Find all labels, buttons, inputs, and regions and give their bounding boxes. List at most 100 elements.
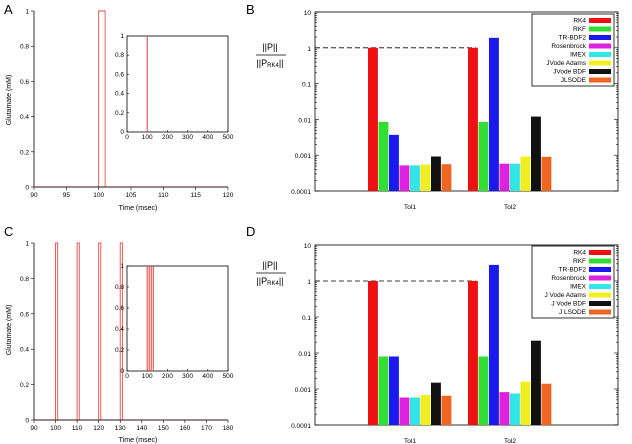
panel-c-ylabel: Glutamate (mM) (6, 305, 13, 356)
panel-d-bar-tol2-1 (478, 356, 489, 425)
panel-d-x-tick-label: Tol2 (504, 438, 516, 444)
panel-b-ylabel-numerator: ||P|| (262, 42, 277, 52)
panel-a-inset-x-tick-label: 400 (202, 134, 213, 141)
panel-d-y-tick-label: 0.01 (298, 351, 311, 358)
panel-d-bar-tol1-2 (389, 356, 399, 425)
panel-b-ylabel-denominator: ||PRK4|| (256, 58, 283, 69)
panel-a-x-tick-label: 90 (30, 192, 38, 199)
panel-d-legend-label: Rosenbrock (551, 275, 586, 282)
panel-a-x-tick-label: 110 (158, 192, 169, 199)
panel-b-y-tick-label: 10 (304, 10, 312, 17)
panel-b-y-tick-label: 0.0001 (291, 189, 311, 196)
panel-d-legend-label: RK4 (573, 250, 586, 257)
panel-c-x-tick-label: 160 (179, 425, 190, 432)
panel-c-x-tick-label: 100 (50, 425, 61, 432)
panel-a-y-tick-label: 0.4 (20, 114, 29, 121)
panel-d-ylabel-denominator: ||PRK4|| (256, 276, 283, 287)
panel-a-inset-x-tick-label: 0 (125, 134, 129, 141)
panel-a-y-tick-label: 0.6 (20, 79, 29, 86)
panel-d-bar-tol1-1 (378, 356, 389, 425)
panel-a-inset-x-tick-label: 100 (142, 134, 153, 141)
panel-b-legend-label: JVode Adams (546, 60, 586, 67)
panel-d-legend-label: TR-BDF2 (559, 267, 587, 274)
panel-c-inset-y-tick-label: 0 (120, 368, 124, 375)
panel-c-x-tick-label: 120 (93, 425, 104, 432)
panel-d-legend-swatch (589, 301, 611, 306)
panel-b-bar-tol1-5 (420, 164, 431, 191)
panel-b-bar-tol2-7 (541, 156, 552, 191)
panel-c-glutamate-line (34, 242, 228, 421)
panel-c-inset-x-tick-label: 500 (223, 373, 234, 380)
panel-b-bar-tol1-1 (378, 121, 389, 191)
panel-b-letter: B (246, 2, 255, 17)
panel-d-legend-swatch (589, 275, 611, 281)
panel-d-legend-label: J Vode BDF (551, 301, 586, 308)
panel-d-legend-swatch (589, 258, 611, 264)
panel-b-bar-tol1-3 (399, 165, 410, 191)
panel-b-y-tick-label: 0.001 (295, 153, 312, 160)
panel-b-y-tick-label: 0.01 (298, 117, 311, 124)
panel-c-inset-x-tick-label: 200 (162, 373, 173, 380)
panel-a-x-tick-label: 95 (63, 192, 71, 199)
panel-b-legend-swatch (589, 35, 611, 40)
panel-c-inset-x-tick-label: 100 (142, 373, 153, 380)
panel-b-x-tick-label: Tol2 (504, 204, 516, 211)
panel-c-x-tick-label: 130 (115, 425, 126, 432)
panel-b-bar-tol1-7 (441, 164, 452, 191)
panel-a-letter: A (4, 2, 13, 17)
panel-c-inset-y-tick-label: 0.2 (115, 347, 124, 354)
panel-d-bar-tol2-5 (520, 381, 531, 425)
panel-a-x-tick-label: 115 (190, 192, 201, 199)
panel-b-legend-label: IMEX (570, 52, 587, 59)
panel-c-x-tick-label: 110 (72, 425, 83, 432)
panel-b-x-tick-label: Tol1 (404, 204, 416, 211)
panel-d-bar-tol2-6 (531, 340, 541, 425)
panel-d-legend-label: IMEX (570, 284, 587, 291)
panel-d-legend-swatch (589, 284, 611, 289)
panel-a-y-tick-label: 0.2 (20, 149, 29, 156)
panel-b-plot-frame (314, 11, 619, 192)
panel-d-x-tick-label: Tol1 (404, 438, 416, 444)
panel-c-inset-y-tick-label: 0.4 (115, 326, 124, 333)
panel-a-xlabel: Time (msec) (119, 205, 158, 212)
panel-d-plot-frame (314, 244, 619, 426)
panel-d-legend-swatch (589, 309, 611, 315)
panel-c-xlabel: Time (msec) (119, 437, 158, 444)
panel-c-x-tick-label: 150 (158, 425, 169, 432)
panel-a-glutamate-line (34, 10, 228, 188)
panel-a-inset-y-tick-label: 1 (120, 33, 124, 40)
panel-d-bar-tol1-7 (441, 395, 452, 425)
panel-c-inset-y-tick-label: 0.8 (115, 284, 124, 291)
panel-d-y-tick-label: 0.0001 (291, 423, 311, 430)
panel-b-bar-tol1-2 (389, 134, 399, 191)
panel-a-inset-y-tick-label: 0 (120, 129, 124, 136)
panel-d-bar-tol2-3 (499, 392, 510, 425)
panel-d-bar-tol2-2 (489, 264, 499, 425)
panel-d-y-tick-label: 0.1 (302, 315, 311, 322)
panel-c-x-tick-label: 170 (201, 425, 212, 432)
panel-b-bar-tol2-0 (468, 47, 478, 191)
panel-b-bar-tol2-5 (520, 156, 531, 191)
panel-d-y-tick-label: 1 (307, 279, 311, 286)
panel-b-bar-tol2-6 (531, 116, 541, 191)
panel-b-bar-tol2-3 (499, 163, 510, 191)
panel-a-inset-x-tick-label: 200 (162, 134, 173, 141)
panel-c-inset-x-tick-label: 400 (202, 373, 213, 380)
panel-a-inset-x-tick-label: 300 (182, 134, 193, 141)
panel-d-bar-tol1-0 (368, 281, 378, 425)
panel-b-legend-swatch (589, 77, 611, 83)
panel-c: C Glutamate (mM) Time (msec) 90 100 110 120… (4, 224, 234, 444)
panel-d-bar-tol2-0 (468, 281, 478, 425)
panel-b-legend-label: JVode BDF (553, 69, 586, 76)
panel-d-bar-tol1-3 (399, 397, 410, 425)
panel-c-inset-y-tick-label: 0.6 (115, 305, 124, 312)
panel-c-letter: C (4, 224, 13, 239)
panel-c-inset-x-tick-label: 0 (125, 373, 129, 380)
panel-a-ylabel: Glutamate (mM) (6, 75, 13, 126)
panel-a-y-tick-label: 0 (25, 185, 29, 192)
panel-b-legend-label: JLSODE (561, 77, 587, 84)
panel-a-inset-y-tick-label: 0.2 (115, 110, 124, 117)
panel-b: B ||P|| ||PRK4|| 0.0001 0.001 0.01 0.1 1 10 To… (246, 2, 619, 211)
panel-d-bar-tol1-6 (431, 382, 441, 425)
